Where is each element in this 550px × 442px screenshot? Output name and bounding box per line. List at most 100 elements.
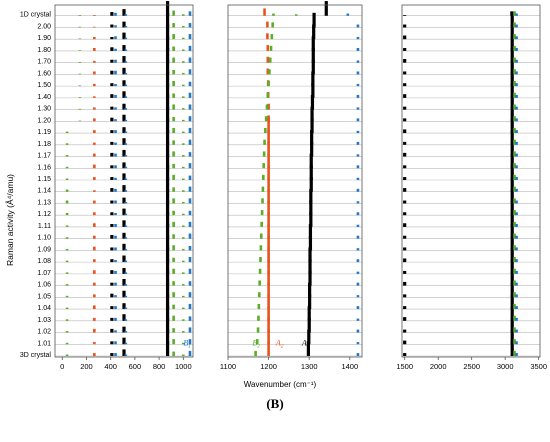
- spectral-bar: [182, 248, 185, 251]
- spectral-bar: [93, 270, 96, 274]
- spectral-bar: [356, 165, 360, 169]
- spectral-bar: [165, 48, 170, 63]
- panel-3: 1500 2000 2500 3000 3500: [396, 4, 547, 371]
- spectral-bar: [513, 69, 516, 75]
- spectral-bar: [182, 96, 185, 98]
- spectral-bar: [172, 304, 175, 310]
- row-label: 1.30: [37, 106, 51, 113]
- spectral-bar: [65, 342, 69, 345]
- spectral-bar: [93, 223, 96, 227]
- spectral-bar: [310, 130, 314, 145]
- spectral-bar: [122, 127, 126, 134]
- spectral-bar: [311, 83, 315, 98]
- spectral-bar: [172, 198, 175, 204]
- spectral-bar: [122, 67, 126, 75]
- spectral-bar: [110, 47, 114, 51]
- spectral-bar: [403, 141, 407, 145]
- spectral-bar: [188, 198, 192, 204]
- spectral-bar: [182, 108, 185, 110]
- spectral-bar: [93, 294, 96, 298]
- spectral-bar: [93, 26, 96, 28]
- row-label: 1.14: [37, 188, 51, 195]
- spectral-bar: [515, 177, 518, 180]
- spectral-bar: [515, 294, 518, 298]
- spectral-bar: [266, 21, 269, 28]
- spectral-bar: [356, 130, 360, 134]
- spectral-bar: [114, 165, 117, 169]
- spectral-bar: [267, 153, 270, 169]
- spectral-bar: [124, 202, 128, 204]
- x-tick-label: 3500: [530, 362, 547, 371]
- spectral-bar: [267, 188, 270, 204]
- spectral-bar: [267, 212, 270, 227]
- spectral-bar: [403, 106, 407, 110]
- spectral-bar: [266, 33, 269, 40]
- spectral-bar: [515, 341, 518, 345]
- spectral-bar: [110, 70, 114, 75]
- spectral-bar: [310, 118, 314, 134]
- spectral-bar: [513, 34, 516, 40]
- spectral-bar: [182, 260, 185, 263]
- spectral-bar: [172, 268, 175, 274]
- spectral-bar: [65, 178, 69, 180]
- spectral-bar: [93, 282, 96, 286]
- spectral-bar: [65, 319, 69, 321]
- spectral-bar: [311, 71, 315, 87]
- x-tick-label: 1400: [341, 362, 358, 371]
- spectral-bar: [307, 329, 311, 345]
- spectral-bar: [110, 306, 114, 310]
- spectral-bar: [114, 177, 117, 180]
- panel-2: 1100 1200 1300 1400 B2 A2 A1: [220, 1, 363, 371]
- mode-label: A2: [275, 338, 284, 349]
- spectral-bar: [165, 317, 170, 333]
- spectral-bar: [515, 270, 518, 274]
- spectral-bar: [165, 59, 170, 75]
- spectral-bar: [114, 235, 117, 239]
- spectral-bar: [356, 271, 360, 274]
- spectral-bar: [122, 103, 126, 110]
- spectral-bar: [172, 234, 175, 239]
- x-tick-label: 1300: [301, 362, 318, 371]
- spectral-bar: [124, 342, 128, 345]
- spectral-bar: [110, 24, 114, 28]
- panel-frame: [54, 4, 194, 358]
- spectral-bar: [271, 22, 274, 28]
- spectral-bar: [266, 92, 270, 98]
- spectral-bar: [263, 8, 266, 16]
- spectral-bar: [165, 282, 170, 298]
- spectral-bar: [268, 69, 271, 75]
- spectral-bar: [122, 337, 126, 345]
- spectral-bar: [110, 106, 114, 110]
- panel-1: 0 200 400 600 800 1000 B1: [54, 1, 194, 371]
- panel-frame: [227, 4, 363, 358]
- spectral-bar: [93, 96, 96, 98]
- spectral-bar: [513, 233, 516, 239]
- spectral-bar: [65, 331, 69, 333]
- spectral-bar: [403, 165, 407, 169]
- spectral-bar: [356, 224, 360, 227]
- spectral-bar: [259, 245, 263, 251]
- spectral-bar: [93, 177, 96, 180]
- spectral-bar: [172, 292, 175, 298]
- spectral-bar: [260, 210, 264, 216]
- spectral-bar: [188, 69, 192, 75]
- spectral-bar: [513, 11, 516, 16]
- spectral-bar: [309, 165, 313, 180]
- spectral-bar: [65, 307, 69, 310]
- spectral-bar: [78, 85, 82, 87]
- spectral-bar: [510, 329, 514, 345]
- spectral-bar: [110, 224, 114, 227]
- spectral-bar: [403, 59, 407, 63]
- spectral-bar: [256, 327, 260, 333]
- spectral-bar: [124, 37, 128, 40]
- row-label: 1.06: [37, 282, 51, 289]
- spectral-bar: [513, 245, 516, 251]
- spectral-bar: [510, 130, 514, 145]
- spectral-bar: [188, 210, 192, 216]
- spectral-bar: [267, 329, 270, 345]
- x-tick-label: 1100: [220, 362, 236, 371]
- spectral-bar: [513, 81, 516, 87]
- spectral-bar: [356, 60, 360, 63]
- row-label: 1.07: [37, 270, 51, 277]
- spectral-bar: [110, 141, 114, 145]
